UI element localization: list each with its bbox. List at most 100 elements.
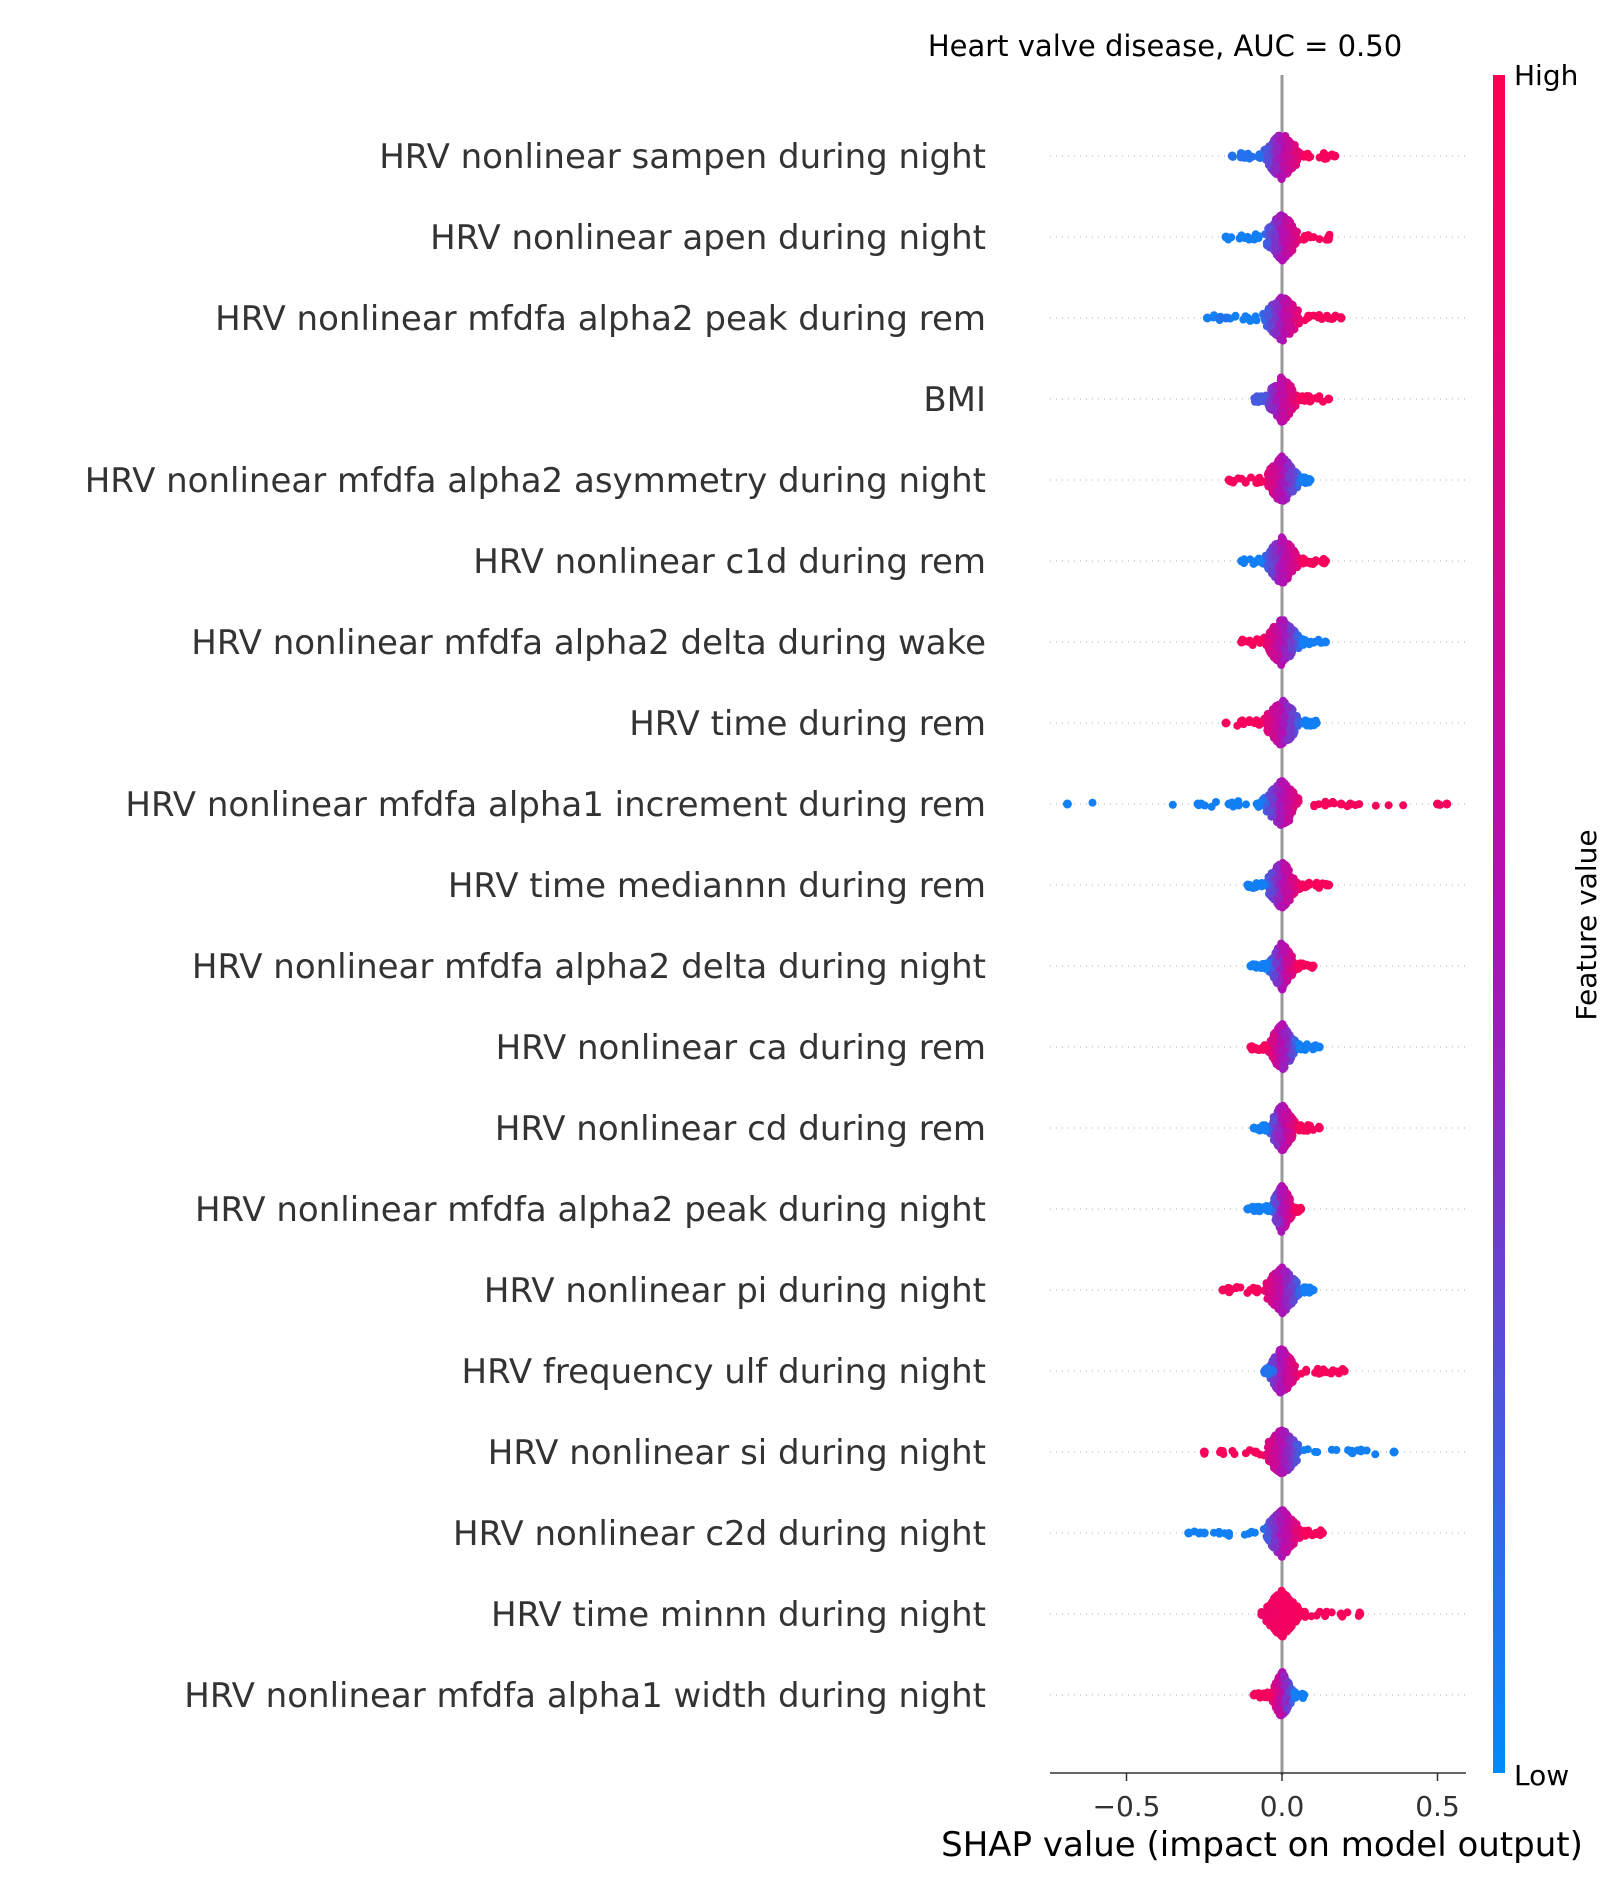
shap-dot xyxy=(1268,1053,1277,1062)
shap-dot xyxy=(1218,1447,1227,1455)
shap-dot xyxy=(1371,1450,1380,1459)
shap-dot xyxy=(1268,794,1276,803)
shap-dot xyxy=(1277,574,1286,583)
shap-dot xyxy=(1270,234,1279,243)
shap-dot xyxy=(1272,141,1281,150)
shap-dot xyxy=(1303,152,1312,161)
shap-dot xyxy=(1278,1466,1287,1475)
shap-dot xyxy=(1088,798,1097,807)
shap-dot xyxy=(1280,1063,1289,1072)
chart-title: Heart valve disease, AUC = 0.50 xyxy=(928,29,1402,63)
shap-dot xyxy=(1267,888,1276,897)
shap-dot xyxy=(1269,649,1278,657)
shap-dot xyxy=(1283,1113,1292,1122)
shap-dot xyxy=(1260,1041,1269,1050)
shap-dot xyxy=(1271,702,1280,711)
shap-dot xyxy=(1271,1199,1280,1208)
shap-dot xyxy=(1268,1366,1278,1376)
shap-dot xyxy=(1284,702,1293,711)
shap-dot xyxy=(1304,232,1313,240)
shap-dot xyxy=(1279,1054,1288,1063)
shap-dot xyxy=(1272,959,1280,968)
shap-dot xyxy=(1207,802,1216,811)
shap-dot xyxy=(1277,1190,1286,1199)
shap-dot xyxy=(1273,979,1282,987)
shap-dot xyxy=(1279,1430,1288,1439)
shap-dot xyxy=(1277,729,1286,738)
shap-dot xyxy=(1274,894,1283,903)
shap-dot xyxy=(1252,316,1261,325)
shap-dot xyxy=(1236,1283,1245,1292)
shap-dot xyxy=(1315,1369,1323,1378)
shap-dot xyxy=(1273,637,1282,646)
shap-dot xyxy=(1273,397,1282,405)
shap-dot xyxy=(1336,313,1346,323)
shap-dot xyxy=(1288,306,1297,315)
shap-dot xyxy=(1284,152,1293,161)
shap-dot xyxy=(1298,880,1307,889)
shap-dot xyxy=(1278,568,1287,576)
shap-dot xyxy=(1287,485,1296,494)
shap-dot xyxy=(1193,799,1203,809)
shap-dot xyxy=(1262,239,1271,247)
shap-dot xyxy=(1268,569,1276,578)
shap-dot xyxy=(1221,313,1231,323)
shap-dot xyxy=(1311,556,1320,565)
shap-dot xyxy=(1276,1388,1285,1397)
shap-dot xyxy=(1235,234,1244,243)
shap-dots xyxy=(1062,131,1452,1720)
shap-dot xyxy=(1252,394,1262,404)
shap-dot xyxy=(1268,473,1277,482)
shap-dot xyxy=(1283,235,1292,244)
shap-dot xyxy=(1362,1446,1371,1455)
shap-dot xyxy=(1315,235,1324,244)
shap-dot xyxy=(1276,1379,1285,1388)
shap-dot xyxy=(1324,313,1334,323)
shap-dot xyxy=(1264,638,1273,647)
shap-dot xyxy=(1284,1288,1293,1297)
shap-dot xyxy=(1278,375,1287,384)
shap-dot xyxy=(1251,231,1260,240)
shap-dot xyxy=(1248,641,1257,649)
shap-dot xyxy=(1277,560,1286,569)
shap-dot xyxy=(1256,635,1265,644)
shap-dot xyxy=(1324,880,1334,890)
shap-dot xyxy=(1313,1448,1322,1457)
shap-dot xyxy=(1277,381,1286,390)
shap-dot xyxy=(1297,1125,1306,1134)
shap-dot xyxy=(1245,235,1253,244)
shap-dot xyxy=(1263,152,1272,161)
shap-dot xyxy=(1286,542,1295,551)
shap-dot xyxy=(1304,557,1313,566)
shap-dot xyxy=(1289,804,1298,813)
shap-dot xyxy=(1267,1438,1276,1447)
shap-dot xyxy=(1321,556,1330,566)
shap-dot xyxy=(1275,1438,1284,1447)
shap-dot xyxy=(1282,863,1290,872)
shap-dot xyxy=(1278,1184,1287,1193)
shap-dot xyxy=(1275,1134,1284,1143)
shap-dot xyxy=(1273,1276,1282,1285)
shap-dot xyxy=(1218,1285,1228,1295)
shap-dot xyxy=(1285,724,1294,733)
shap-dot xyxy=(1276,1356,1285,1365)
shap-dot xyxy=(1299,639,1308,648)
shap-dot xyxy=(1282,554,1290,563)
shap-dot xyxy=(1276,802,1284,810)
shap-dot xyxy=(1296,1204,1306,1214)
shap-dot xyxy=(1237,637,1247,647)
shap-dot xyxy=(1309,311,1318,320)
shap-dot xyxy=(1282,314,1291,323)
shap-dot xyxy=(1294,960,1303,968)
shap-dot xyxy=(1273,220,1282,228)
shap-dot xyxy=(1295,319,1303,328)
shap-dot xyxy=(1311,718,1321,728)
shap-dot xyxy=(1272,329,1281,338)
shap-dot xyxy=(1275,320,1283,329)
shap-dot xyxy=(1280,1457,1289,1466)
shap-dot xyxy=(1230,799,1240,809)
shap-dot xyxy=(1281,248,1290,257)
shap-dot xyxy=(1267,321,1276,330)
shap-dot xyxy=(1249,1123,1259,1133)
shap-dot xyxy=(1292,147,1301,156)
